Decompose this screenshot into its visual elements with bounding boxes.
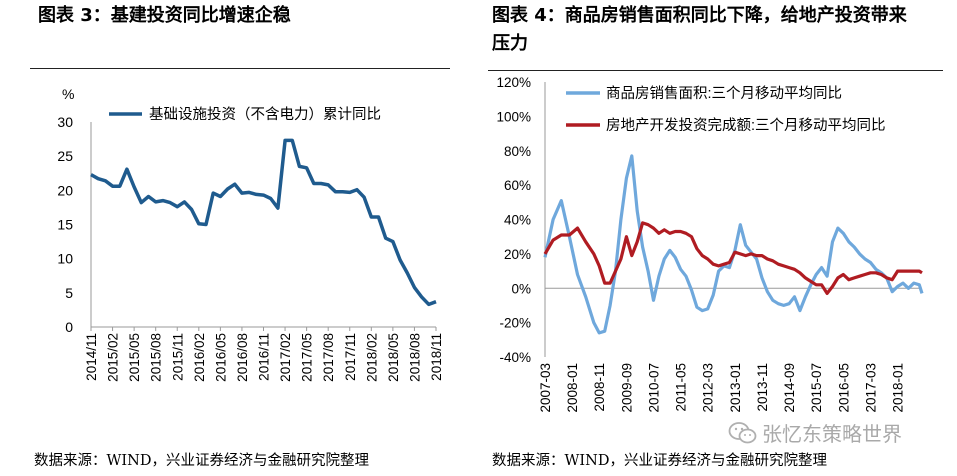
series-line-sales-area [543, 154, 924, 335]
right-title-rule [488, 70, 943, 71]
watermark: 张忆东策略世界 [728, 418, 902, 447]
x-tick-label: 2018-01 [891, 363, 906, 413]
wechat-icon [728, 421, 757, 443]
right-chart-title-line2: 压力 [492, 33, 528, 54]
right-chart-title-line1: 图表 4：商品房销售面积同比下降，给地产投资带来 [492, 5, 907, 26]
right-chart-title: 图表 4：商品房销售面积同比下降，给地产投资带来 压力 [492, 2, 907, 58]
x-tick-label: 2011-05 [674, 363, 689, 412]
x-tick-label: 2016-05 [836, 363, 851, 413]
x-tick-label: 2014/11 [84, 333, 99, 381]
y-tick-label: 20 [57, 182, 73, 198]
y-tick-label: 20% [504, 247, 531, 262]
left-source-note: 数据来源：WIND，兴业证券经济与金融研究院整理 [34, 453, 369, 469]
x-tick-label: 2018/05 [386, 333, 401, 382]
x-tick-label: 2015/08 [149, 333, 164, 382]
x-tick-label: 2008-11 [592, 363, 607, 412]
y-tick-label: 30 [57, 114, 73, 130]
y-tick-label: 0 [65, 319, 73, 335]
y-tick-label: 80% [504, 144, 531, 159]
x-tick-label: 2017/02 [278, 333, 293, 382]
x-tick-label: 2007-03 [538, 363, 553, 413]
x-tick-label: 2015/05 [127, 333, 142, 382]
right-line-chart: -40% -20% 0% 20% 40% 60% 80% 100% 120% 2007-03 200… [496, 75, 924, 413]
y-tick-label: 15 [57, 217, 73, 233]
x-tick-label: 2015/11 [170, 333, 185, 381]
x-tick-label: 2009-09 [619, 363, 634, 413]
y-tick-label: 100% [496, 109, 531, 124]
x-tick-label: 2013-11 [755, 363, 770, 412]
x-tick-label: 2017/11 [343, 333, 358, 381]
x-tick-label: 2013-01 [728, 363, 743, 413]
x-tick-label: 2016/11 [257, 333, 272, 381]
x-tick-label: 2017-03 [863, 363, 878, 413]
x-tick-label: 2008-01 [565, 363, 580, 413]
left-chart-title: 图表 3：基建投资同比增速企稳 [38, 5, 291, 26]
x-tick-label: 2017/08 [321, 333, 336, 382]
x-tick-label: 2018/08 [407, 333, 422, 382]
left-title-rule [30, 68, 450, 69]
x-tick-label: 2016/05 [213, 333, 228, 382]
x-tick-label: 2015/02 [106, 333, 121, 382]
left-line-chart: % 0 5 10 15 20 25 30 2014/11 2015/02 2015/05 2015/0… [57, 86, 444, 382]
x-tick-label: 2015-07 [809, 363, 824, 413]
x-tick-label: 2016/08 [235, 333, 250, 382]
y-axis-unit-label: % [62, 86, 74, 102]
x-tick-label: 2016/02 [192, 333, 207, 382]
legend-label-sales-area: 商品房销售面积:三个月移动平均同比 [606, 85, 842, 102]
legend-label-infrastructure: 基础设施投资（不含电力）累计同比 [149, 106, 381, 123]
y-tick-label: 40% [504, 213, 531, 228]
watermark-text: 张忆东策略世界 [762, 422, 902, 446]
y-tick-label: -40% [499, 350, 531, 365]
x-tick-label: 2018/02 [364, 333, 379, 382]
x-tick-label: 2010-07 [646, 363, 661, 413]
series-line-real-estate-investment [543, 221, 923, 295]
x-tick-label: 2018/11 [429, 333, 444, 381]
y-tick-label: -20% [499, 316, 531, 331]
y-tick-label: 120% [496, 75, 531, 90]
y-tick-label: 0% [511, 281, 531, 296]
legend-label-real-estate-investment: 房地产开发投资完成额:三个月移动平均同比 [606, 117, 886, 134]
y-tick-label: 5 [65, 285, 73, 301]
y-tick-label: 60% [504, 178, 531, 193]
right-source-note: 数据来源：WIND，兴业证券经济与金融研究院整理 [492, 453, 827, 469]
x-tick-label: 2012-03 [701, 363, 716, 413]
x-tick-label: 2014-09 [782, 363, 797, 413]
y-tick-label: 10 [57, 251, 73, 267]
x-tick-label: 2017/05 [300, 333, 315, 382]
series-line-infrastructure [90, 138, 437, 307]
y-tick-label: 25 [57, 148, 73, 164]
